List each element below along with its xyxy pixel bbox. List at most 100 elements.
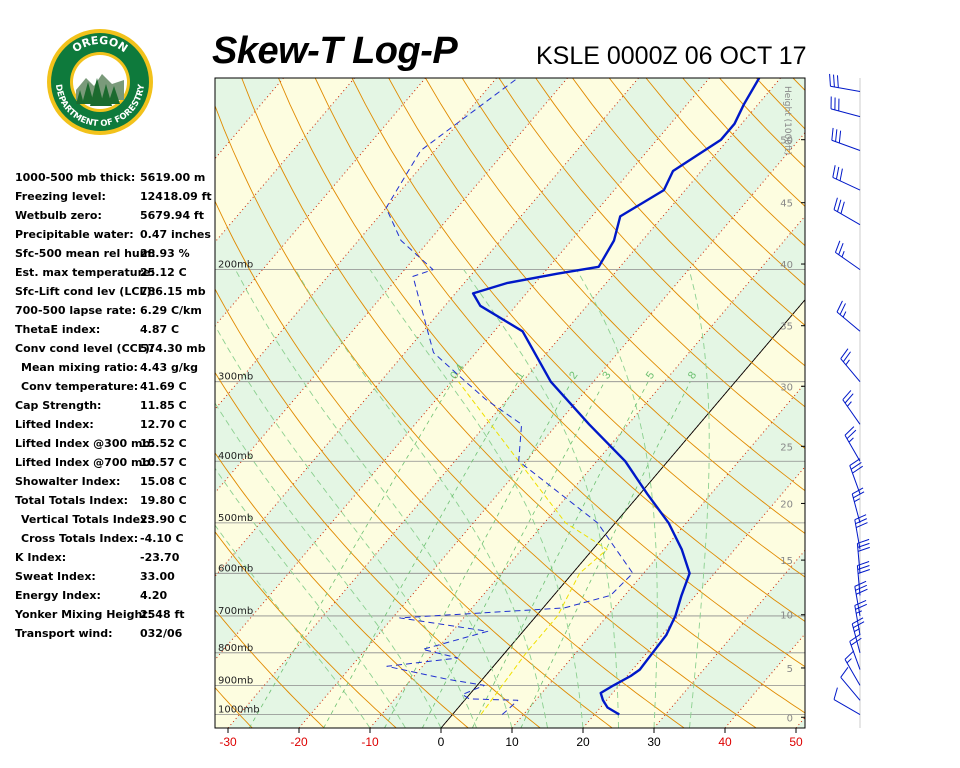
index-value: 6.29 C/km <box>140 304 202 317</box>
index-row: K Index: -23.70 <box>15 548 215 567</box>
mixing-ratio-label: 1 <box>514 370 527 382</box>
wind-barb-flag <box>833 197 838 210</box>
wind-barb <box>854 580 868 617</box>
wind-barb-staff <box>854 605 861 636</box>
isotherm-line <box>0 78 71 728</box>
wind-barb <box>831 127 861 151</box>
dry-adiabat-line <box>792 78 805 91</box>
moist-adiabat-line <box>688 269 710 728</box>
dry-adiabat-line <box>425 78 805 492</box>
isotherm-line <box>0 78 142 728</box>
index-value: 786.15 mb <box>140 285 206 298</box>
index-value: 12418.09 ft <box>140 190 212 203</box>
dry-adiabat-line <box>215 609 325 728</box>
dry-adiabat-line <box>215 686 253 728</box>
index-value: 2548 ft <box>140 608 185 621</box>
index-value: 15.52 C <box>140 437 187 450</box>
wind-barb-flag <box>832 165 836 178</box>
height-tick-label: 10 <box>780 611 793 622</box>
index-row: Precipitable water: 0.47 inches <box>15 225 215 244</box>
index-row: Mean mixing ratio: 4.43 g/kg <box>15 358 215 377</box>
wind-barb-flag <box>853 491 865 499</box>
dry-adiabat-line <box>278 78 805 668</box>
pressure-label: 400mb <box>218 451 253 462</box>
isotherm-line <box>0 78 213 728</box>
index-row: Lifted Index @300 mb: 15.52 C <box>15 434 215 453</box>
oregon-department-of-forestry-logo: OREGON DEPARTMENT OF FORESTRY <box>47 29 153 135</box>
svg-text:OREGON: OREGON <box>70 34 130 55</box>
wind-barb-staff <box>836 311 861 332</box>
height-tick-label: 45 <box>780 199 793 210</box>
index-label: Sweat Index: <box>15 570 96 583</box>
wind-barb-flag <box>837 199 842 212</box>
wind-barb <box>842 390 861 425</box>
wind-barb <box>840 667 861 701</box>
height-axis-title: Height (1000ft) <box>782 86 792 155</box>
wind-barb-flag <box>833 74 835 88</box>
wind-barb-flag <box>855 584 867 591</box>
wind-barb-staff <box>835 251 861 271</box>
pressure-label: 800mb <box>218 643 253 654</box>
height-tick-label: 35 <box>780 322 793 333</box>
mixing-ratio-line <box>421 381 605 728</box>
logo-top-text: OREGON <box>70 34 130 55</box>
mixing-ratio-line <box>323 381 519 728</box>
x-tick-label: -20 <box>290 735 308 749</box>
dry-adiabat-line <box>215 200 685 728</box>
index-row: 700-500 lapse rate: 6.29 C/km <box>15 301 215 320</box>
index-row: Yonker Mixing Height: 2548 ft <box>15 605 215 624</box>
index-value: 28.93 % <box>140 247 190 260</box>
index-label: Total Totals Index: <box>15 494 129 507</box>
mixing-ratio-label: 2 <box>567 370 580 382</box>
x-tick-label: 30 <box>647 735 661 749</box>
index-value: 5619.00 m <box>140 171 206 184</box>
index-label: Lifted Index @300 mb: <box>15 437 155 450</box>
wind-barb-flag <box>835 166 840 180</box>
wind-barb <box>830 96 861 118</box>
index-value: 4.87 C <box>140 323 180 336</box>
index-value: 33.00 <box>140 570 175 583</box>
wind-barb-staff <box>830 108 861 118</box>
wind-barb-staff <box>840 358 861 383</box>
dry-adiabat-line <box>351 78 805 578</box>
wind-barb <box>833 687 861 715</box>
wind-barb-flag <box>844 650 855 660</box>
pressure-label: 700mb <box>218 606 253 617</box>
index-label: Lifted Index: <box>15 418 94 431</box>
mixing-ratio-line <box>248 381 453 728</box>
height-tick-label: 5 <box>787 664 793 675</box>
wind-barb <box>832 165 861 191</box>
dry-adiabat-line <box>388 78 805 535</box>
wind-barb-flag <box>840 201 845 214</box>
wind-barb-flag <box>840 348 849 360</box>
wind-barb-staff <box>844 659 861 686</box>
wind-barb-half-flag <box>846 658 852 664</box>
temperature-band <box>796 717 805 728</box>
dry-adiabat-line <box>215 371 541 728</box>
wind-barb-staff <box>854 586 861 617</box>
wind-barb-staff <box>833 699 861 715</box>
wind-barb-flag <box>855 588 868 595</box>
moist-adiabat-line <box>235 269 513 728</box>
height-tick-label: 15 <box>780 556 793 567</box>
index-label: Freezing level: <box>15 190 106 203</box>
index-label: Wetbulb zero: <box>15 209 102 222</box>
mixing-ratio-label: 8 <box>686 370 699 382</box>
pressure-label: 500mb <box>218 513 253 524</box>
dry-adiabat-line <box>215 104 757 728</box>
index-row: Cap Strength: 11.85 C <box>15 396 215 415</box>
index-row: 1000-500 mb thick: 5619.00 m <box>15 168 215 187</box>
wind-barb <box>836 300 861 332</box>
wind-barb-staff <box>830 85 861 92</box>
index-value: 4.43 g/kg <box>140 361 199 374</box>
index-row: Vertical Totals Index: 23.90 C <box>15 510 215 529</box>
dry-adiabat-line <box>215 452 469 728</box>
index-value: 41.69 C <box>140 380 187 393</box>
mixing-ratio-label: 3 <box>600 370 613 382</box>
wind-barb <box>840 348 861 383</box>
wind-barb-flag <box>842 351 851 363</box>
wind-barb <box>833 197 861 226</box>
wind-barb <box>844 426 861 462</box>
plot-area: 0.4 1 2 3 5 8 <box>0 78 805 728</box>
height-tick-label: 20 <box>780 499 793 510</box>
